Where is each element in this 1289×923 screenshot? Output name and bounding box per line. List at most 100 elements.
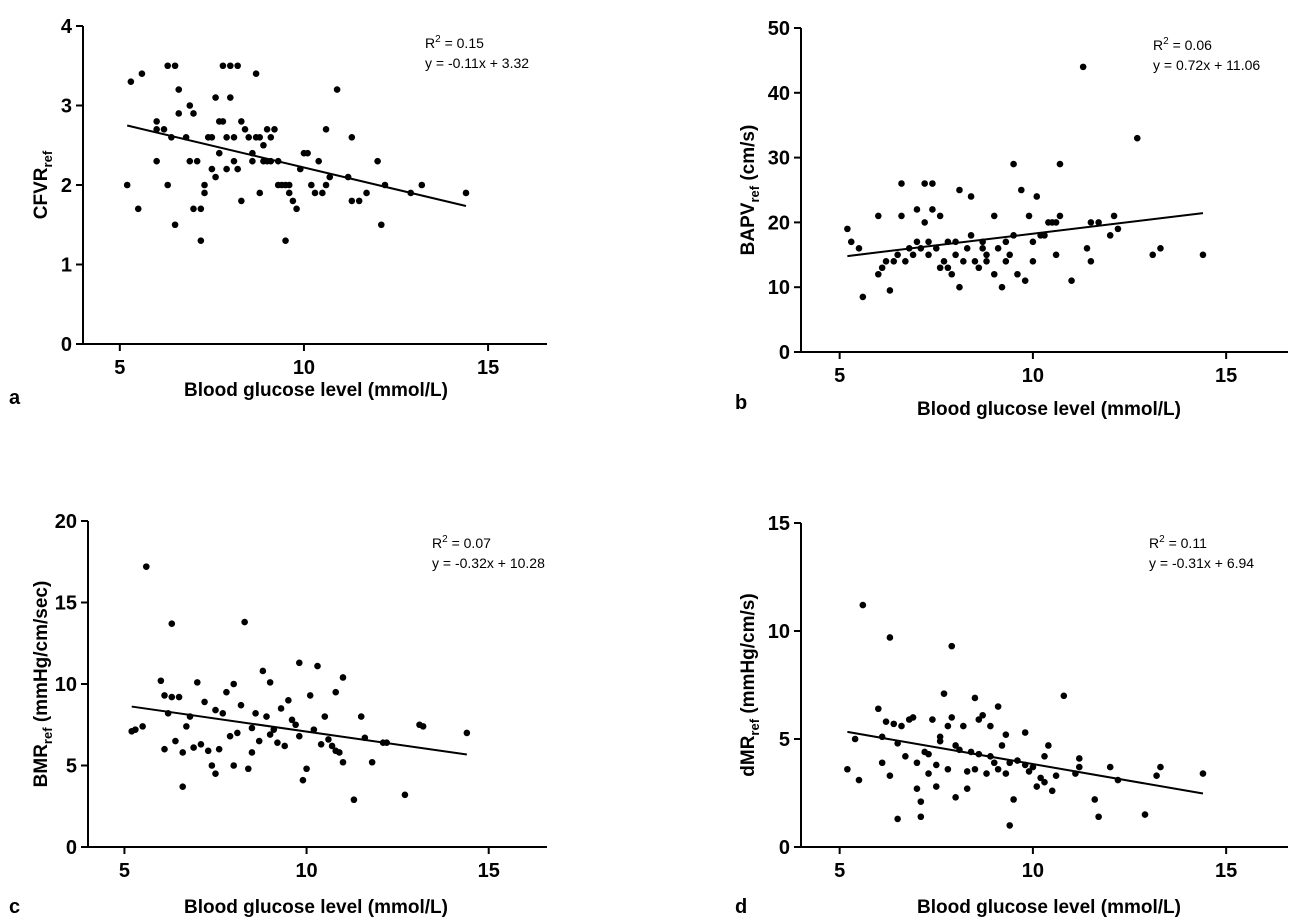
data-point [1014,270,1021,278]
data-point [219,62,227,70]
data-point [315,157,322,165]
data-point [321,713,329,720]
y-tick-label: 40 [768,83,790,105]
data-point [1153,772,1160,780]
y-tick-label: 20 [768,212,790,234]
data-point [227,62,234,70]
data-point [1052,772,1060,780]
data-point [219,710,227,717]
y-tick-label: 0 [779,837,790,859]
data-point [913,759,921,767]
data-point [948,270,956,278]
r-squared-label: R2 = 0.11 [1149,534,1207,551]
data-point [844,225,851,233]
data-point [1002,257,1010,265]
y-tick-label: 15 [768,513,790,535]
data-point [234,62,241,70]
data-point [1075,755,1083,762]
data-point [1083,245,1091,252]
data-point [215,745,223,753]
data-point [952,742,959,749]
y-tick-label: 0 [66,837,77,859]
data-point [1018,186,1025,194]
r-squared-label: R2 = 0.06 [1153,36,1212,53]
data-point [263,126,271,133]
panel-letter: a [9,387,21,409]
data-point [132,726,139,733]
data-point [1048,787,1056,795]
data-point [256,134,264,141]
data-point [274,739,281,746]
data-point [1052,219,1060,226]
data-point [244,765,252,773]
data-point [886,634,894,641]
data-point [890,720,898,728]
x-tick-label: 5 [834,365,845,387]
data-point [979,711,986,719]
data-point [859,293,867,301]
data-point [186,102,194,109]
data-point [197,237,205,244]
data-point [157,677,165,685]
data-point [878,759,886,767]
data-point [855,776,863,784]
data-point [175,110,183,117]
regression-equation: y = -0.11x + 3.32 [425,55,529,71]
data-point [281,742,289,750]
data-point [127,78,135,85]
data-point [237,701,245,709]
y-tick-label: 10 [55,674,77,696]
r-squared-label: R2 = 0.15 [425,34,484,51]
data-point [859,601,867,609]
data-point [1199,770,1207,777]
data-point [317,741,325,748]
data-point [936,264,944,272]
data-point [401,791,409,799]
regression-line [126,124,467,207]
regression-line [847,730,1204,795]
data-point [948,714,956,721]
data-point [1045,742,1052,749]
data-point [306,692,314,699]
x-axis-title: Blood glucose level (mmol/L) [917,897,1181,918]
data-point [322,181,330,189]
data-point [238,197,245,205]
r-squared-label: R2 = 0.07 [432,534,491,551]
data-point [299,776,307,784]
data-point [160,126,168,133]
data-point [913,785,921,792]
data-point [998,283,1006,291]
data-point [1052,251,1060,259]
data-point [175,86,183,93]
data-point [230,157,238,165]
data-point [1079,63,1087,71]
x-axis-title: Blood glucose level (mmol/L) [917,399,1181,420]
data-point [245,134,253,141]
data-point [971,694,979,702]
data-point [1149,251,1157,259]
data-point [1029,257,1037,265]
data-point [944,264,952,272]
data-point [171,62,179,70]
data-point [917,798,925,805]
data-point [308,181,315,189]
data-point [252,70,260,77]
data-point [963,785,971,792]
data-point [462,189,470,197]
data-point [292,721,299,729]
y-tick-label: 50 [768,18,790,40]
data-point [357,713,365,720]
data-point [377,221,385,229]
data-point [263,713,270,720]
data-point [241,126,249,133]
data-point [963,245,971,252]
data-point [355,197,363,205]
data-point [201,181,208,189]
data-point [1110,212,1118,220]
data-point [932,783,940,790]
data-point [259,667,267,675]
y-tick-label: 0 [779,342,790,364]
y-tick-label: 10 [768,621,790,643]
chart-a-svg: 0 1 2 3 4 5 10 15 R2 = 0.15 y = -0.11x + 3.32 Bloo… [9,16,547,409]
panel-letter: b [735,392,747,414]
